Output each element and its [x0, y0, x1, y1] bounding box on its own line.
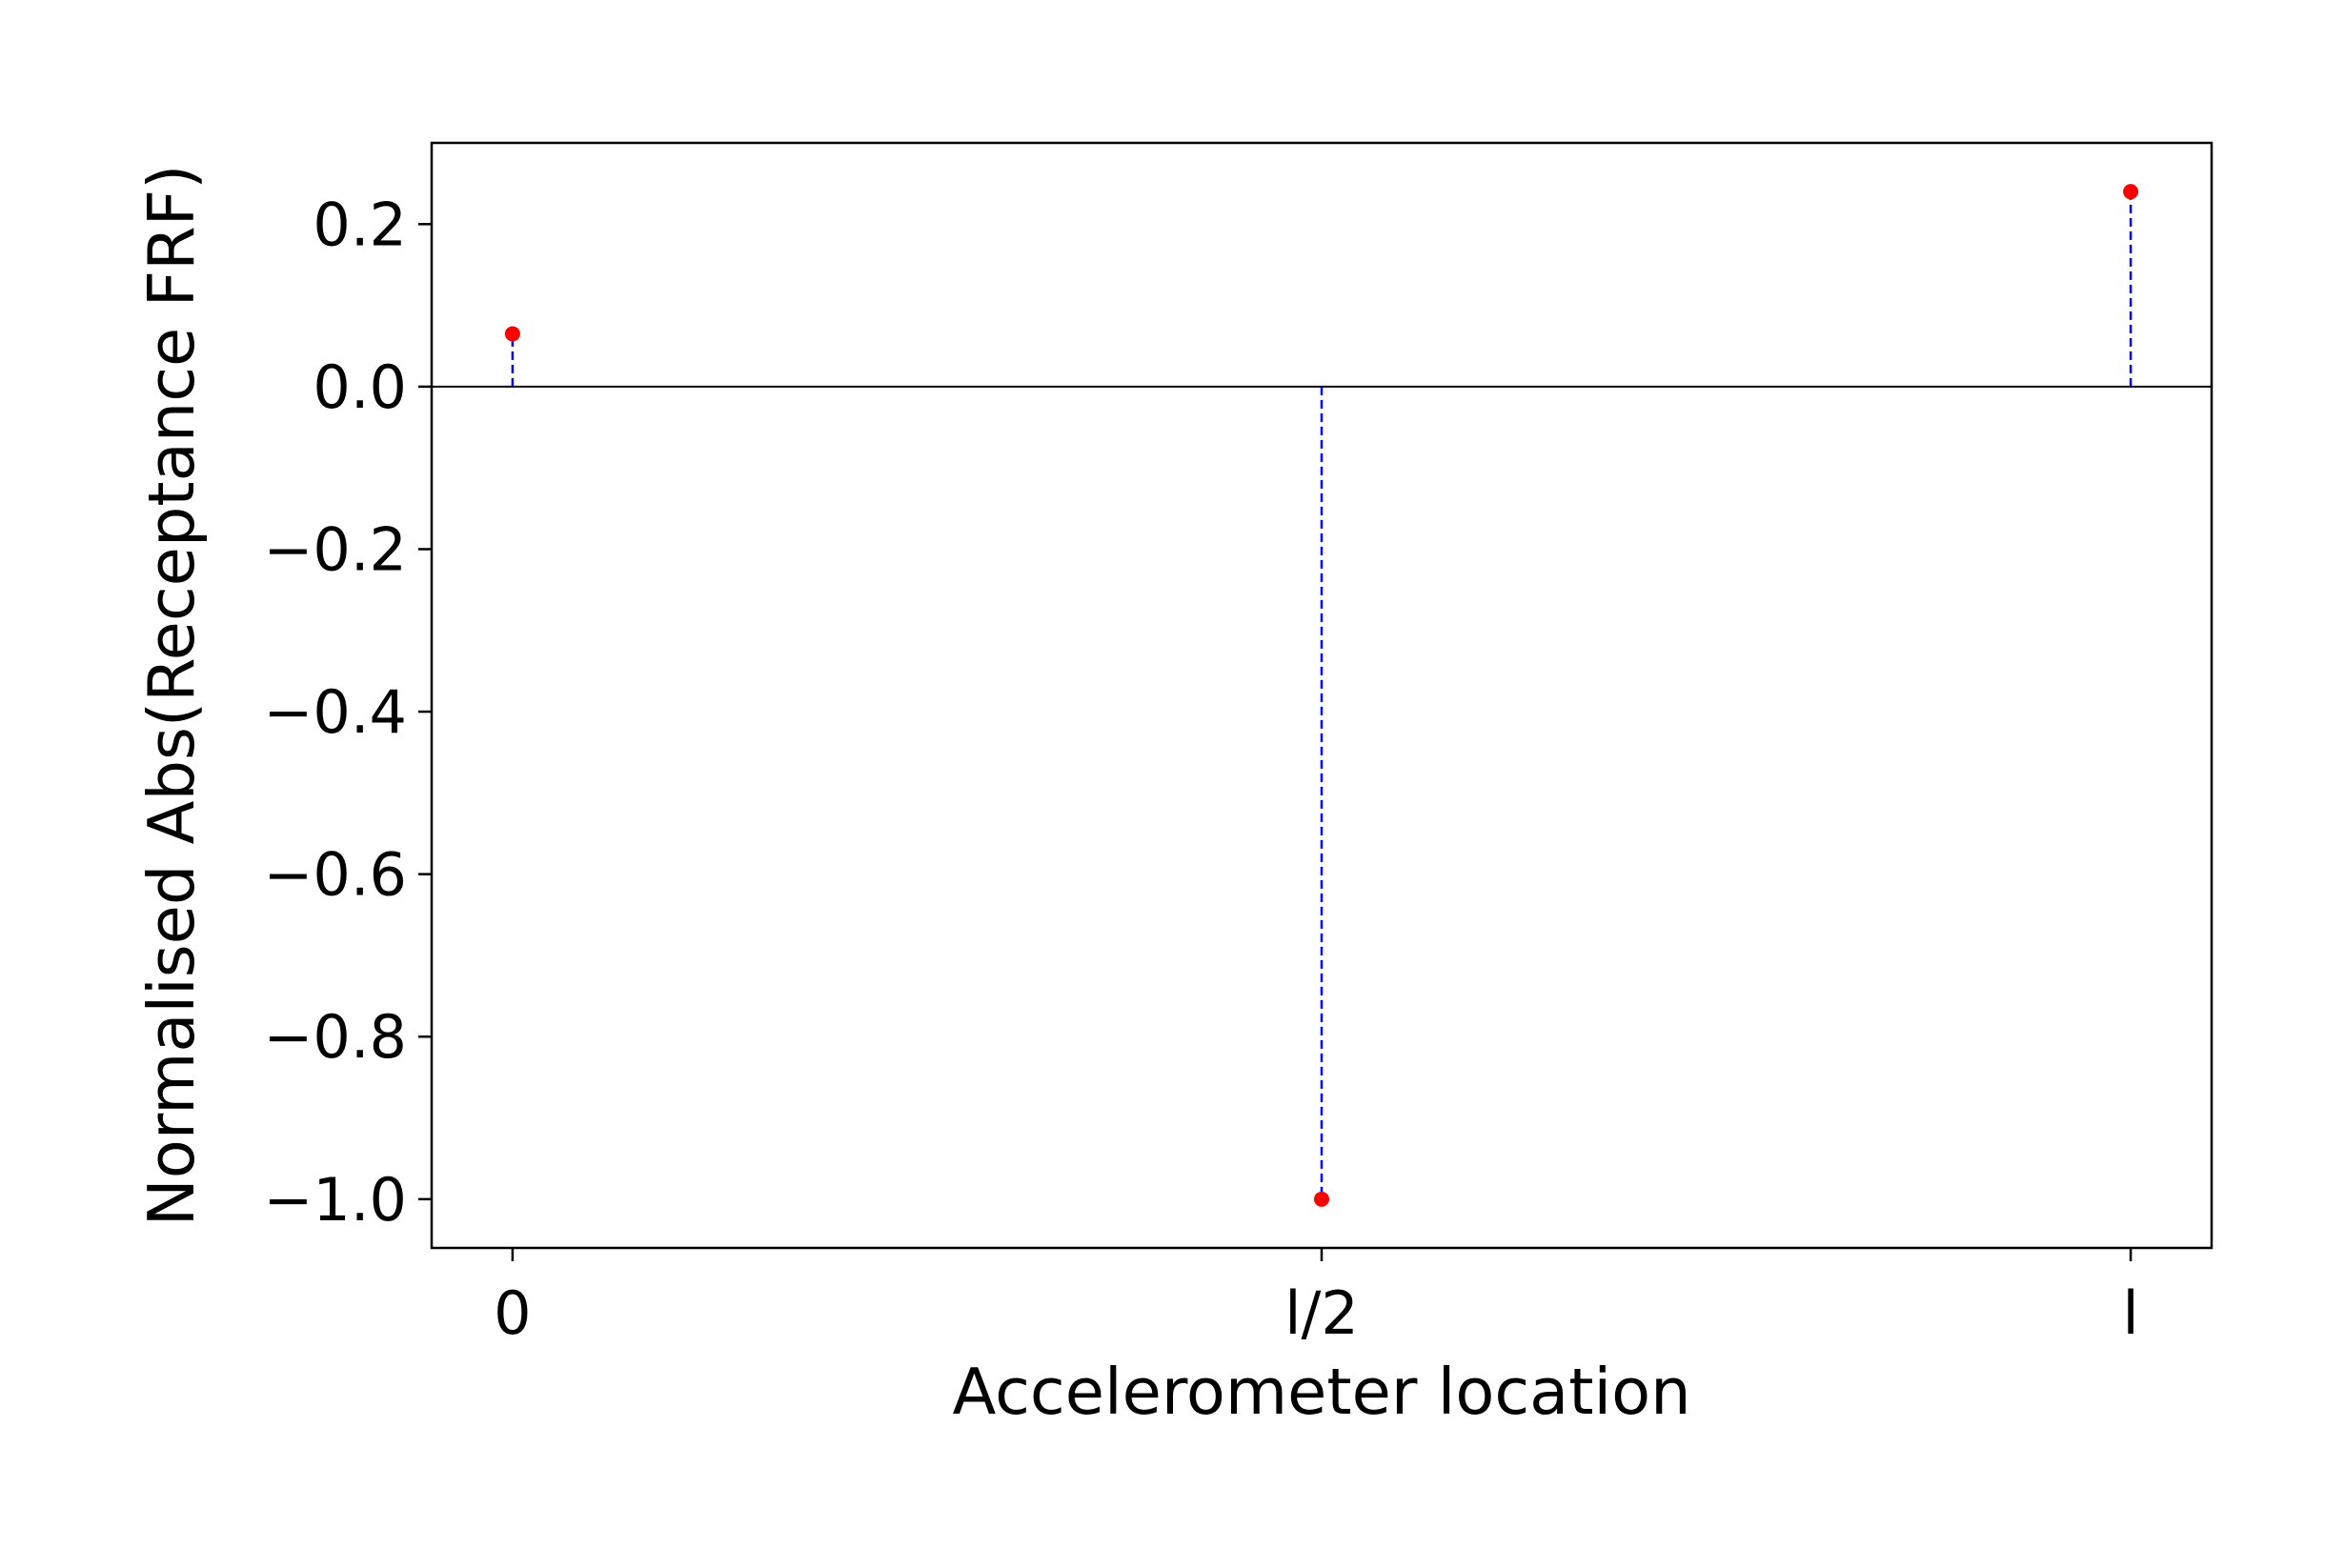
x-tick-label: l/2 — [1284, 1278, 1359, 1348]
y-tick-label: −0.4 — [263, 677, 407, 747]
data-point — [2123, 184, 2139, 200]
y-tick-label: −0.2 — [263, 514, 407, 584]
y-tick-label: 0.2 — [313, 190, 407, 259]
data-point — [1314, 1191, 1329, 1207]
data-point — [504, 326, 520, 342]
x-tick-label: l — [2122, 1278, 2138, 1348]
y-tick-label: −1.0 — [263, 1165, 407, 1235]
y-tick-label: −0.8 — [263, 1002, 407, 1072]
y-tick-label: −0.6 — [263, 840, 407, 910]
y-tick-label: 0.0 — [313, 352, 407, 422]
y-axis-label: Normalised Abs(Receptance FRF) — [134, 165, 209, 1227]
x-tick-label: 0 — [494, 1278, 531, 1348]
x-axis-label: Accelerometer location — [952, 1355, 1690, 1429]
